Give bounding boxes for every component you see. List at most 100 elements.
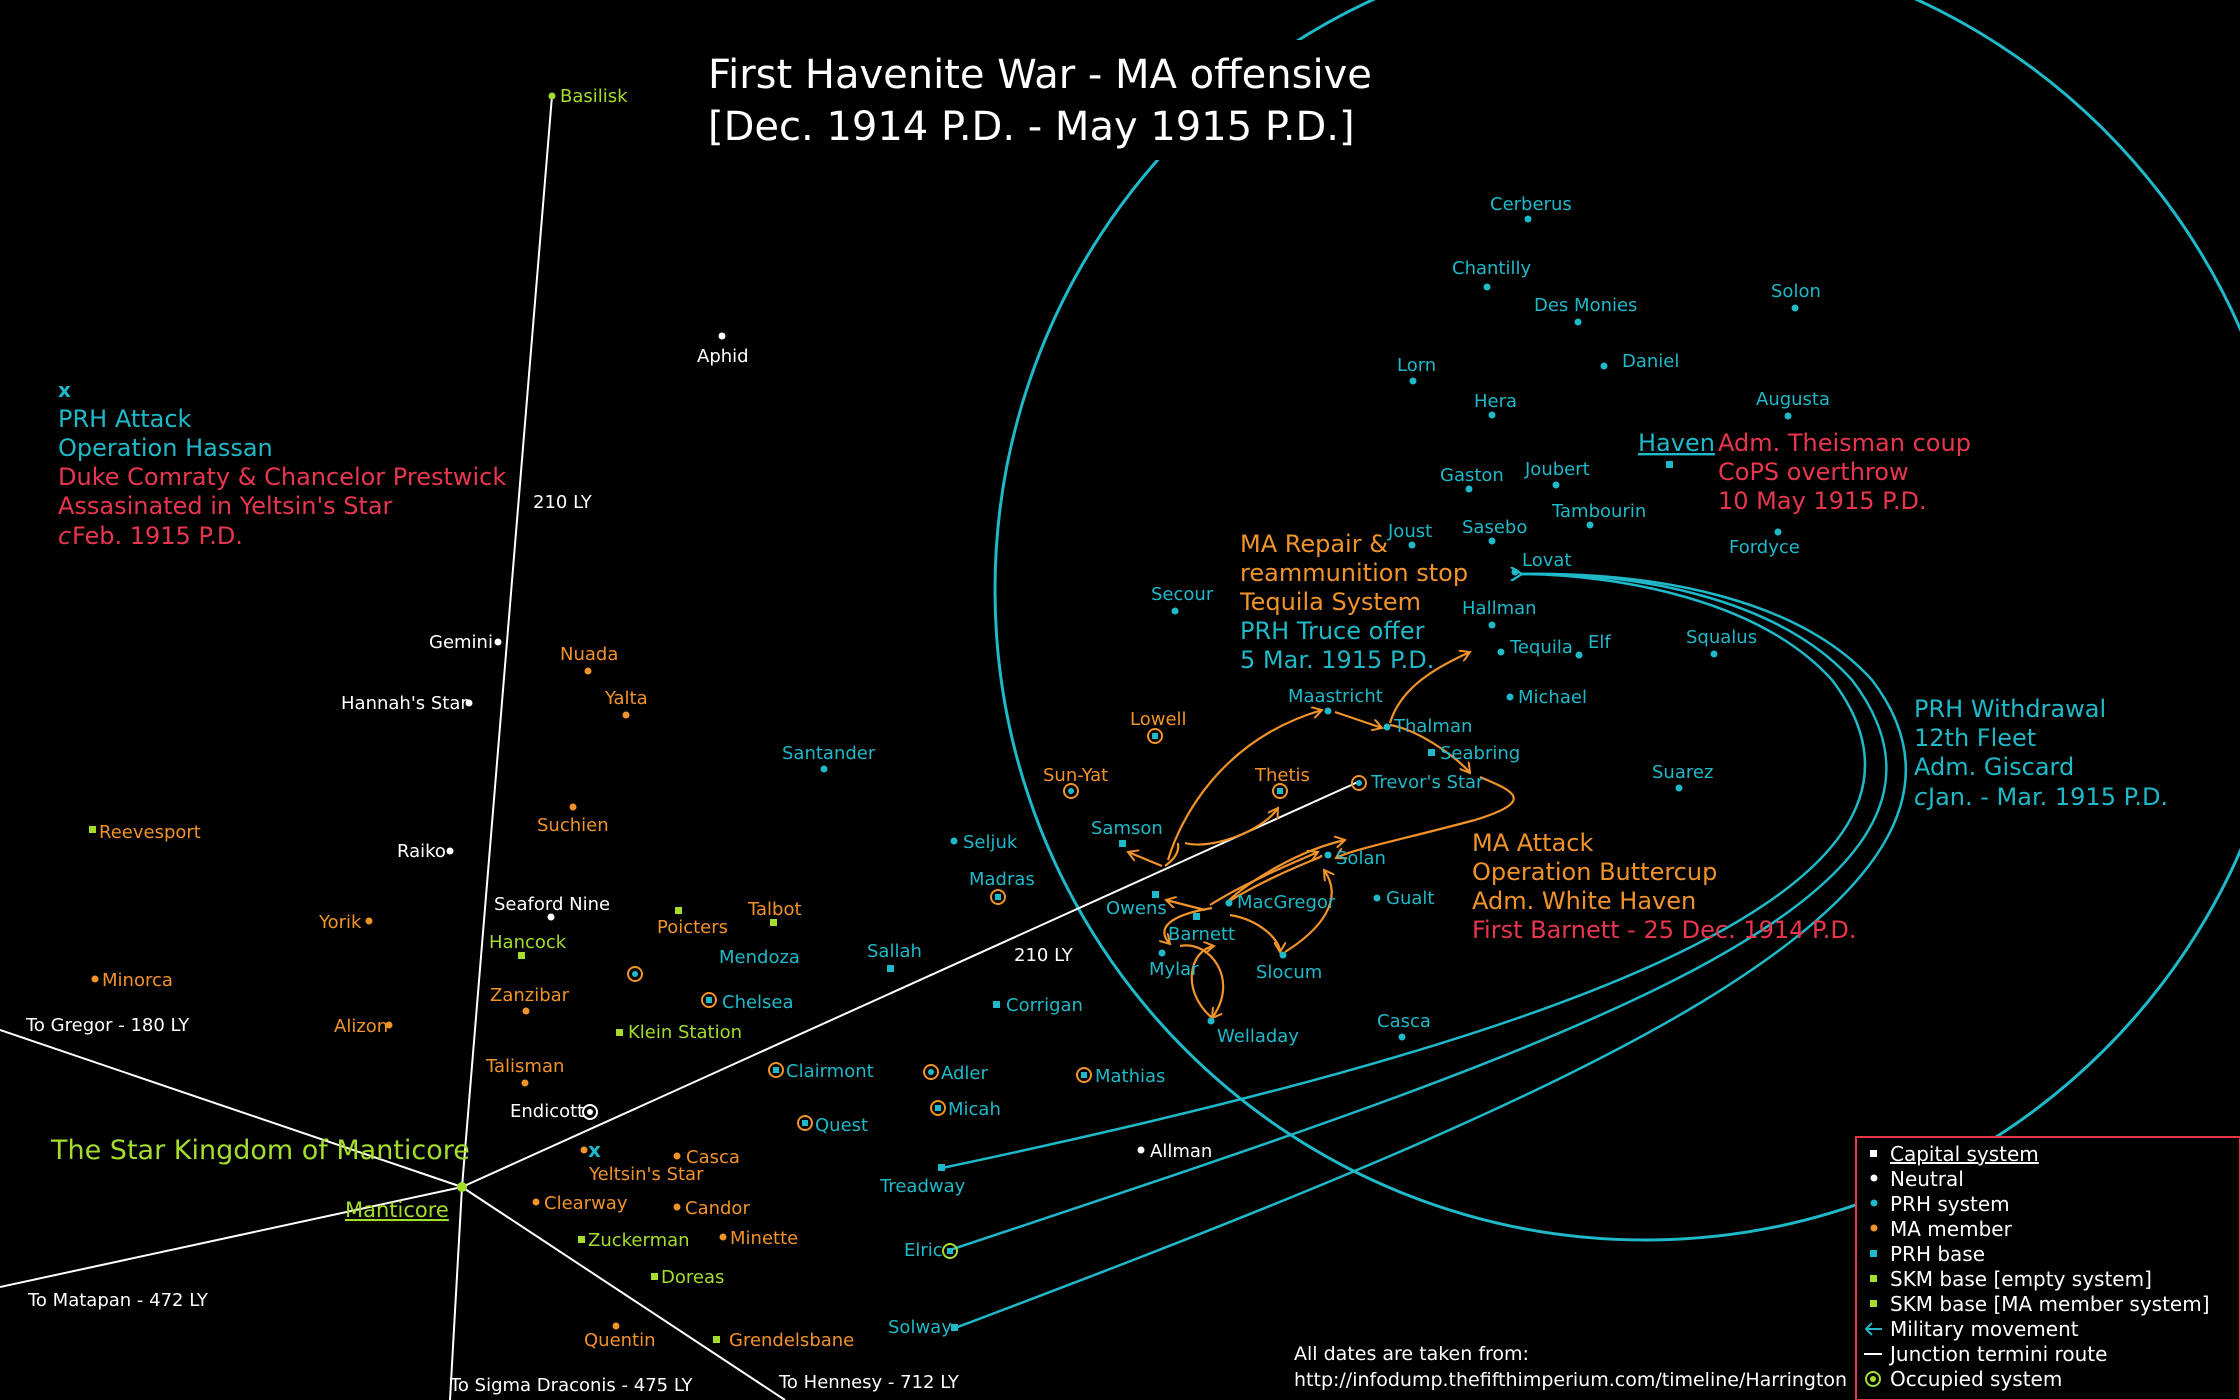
kingdom-label: The Star Kingdom of Manticore	[50, 1135, 470, 1166]
system-treadway: Treadway	[879, 1176, 966, 1197]
system-poicters: Poicters	[657, 917, 728, 938]
system-seaford-nine: Seaford Nine	[494, 894, 610, 915]
system-minorca: Minorca	[102, 970, 173, 991]
system-nuada: Nuada	[560, 644, 618, 665]
annotation-ma-repair: MA Repair & reammunition stop Tequila Sy…	[1239, 530, 1468, 674]
system-doreas: Doreas	[661, 1267, 724, 1288]
route-to-hennesy: To Hennesy - 712 LY	[778, 1372, 960, 1393]
prh-attack-l2: Operation Hassan	[58, 434, 273, 462]
system-santander: Santander	[782, 743, 876, 764]
system-talisman: Talisman	[485, 1056, 564, 1077]
capital-manticore: Manticore	[345, 1198, 449, 1222]
system-aphid: Aphid	[697, 346, 749, 367]
system-cerberus: Cerberus	[1490, 194, 1572, 215]
route-to-gregor: To Gregor - 180 LY	[25, 1015, 190, 1036]
system-micah: Micah	[948, 1099, 1001, 1120]
system-endicott: Endicott	[510, 1101, 584, 1122]
prh-withdrawal-arrows	[941, 574, 1908, 1330]
system-daniel: Daniel	[1622, 351, 1679, 372]
prh-withdrawal-l1: PRH Withdrawal	[1914, 695, 2106, 723]
prh-withdrawal-l3: Adm. Giscard	[1914, 753, 2074, 781]
system-sasebo: Sasebo	[1462, 517, 1527, 538]
system-lowell: Lowell	[1130, 709, 1187, 730]
system-hallman: Hallman	[1462, 598, 1537, 619]
legend-skm-empty: SKM base [empty system]	[1890, 1267, 2152, 1291]
legend-neutral: Neutral	[1890, 1167, 1964, 1191]
skm-bases	[89, 826, 777, 1343]
system-hancock: Hancock	[489, 932, 567, 953]
system-zuckerman: Zuckerman	[588, 1230, 690, 1251]
prh-boundary-circle	[993, 0, 2240, 1242]
system-clairmont: Clairmont	[786, 1061, 874, 1082]
system-minette: Minette	[730, 1228, 798, 1249]
system-seabring: Seabring	[1440, 743, 1520, 764]
system-madras: Madras	[969, 869, 1035, 890]
system-tequila: Tequila	[1509, 637, 1573, 658]
source-url: http://infodump.thefifthimperium.com/tim…	[1294, 1369, 1847, 1391]
system-chelsea: Chelsea	[722, 992, 794, 1013]
prh-withdrawal-l2: 12th Fleet	[1914, 724, 2036, 752]
capital-haven: Haven	[1638, 429, 1715, 457]
system-yalta: Yalta	[604, 688, 648, 709]
system-talbot: Talbot	[747, 899, 802, 920]
system-yeltsins-star: Yeltsin's Star	[588, 1164, 704, 1185]
system-mathias: Mathias	[1095, 1066, 1165, 1087]
system-joust: Joust	[1387, 521, 1432, 542]
system-barnett: Barnett	[1168, 924, 1235, 945]
prh-withdrawal-l4: Jan. - Mar. 1915 P.D.	[1926, 783, 2168, 811]
system-solon: Solon	[1771, 281, 1821, 302]
system-slocum: Slocum	[1256, 962, 1322, 983]
system-suarez: Suarez	[1652, 762, 1713, 783]
system-michael: Michael	[1518, 687, 1587, 708]
junction-routes	[0, 95, 1359, 1400]
system-trevors-star: Trevor's Star	[1370, 772, 1484, 793]
system-secour: Secour	[1151, 584, 1214, 605]
system-maastricht: Maastricht	[1288, 686, 1383, 707]
attack-marker-yeltsin: x	[588, 1138, 601, 1162]
system-mylar: Mylar	[1149, 959, 1199, 980]
system-tambourin: Tambourin	[1551, 501, 1646, 522]
ma-repair-l2: reammunition stop	[1240, 559, 1468, 587]
prh-attack-l5-prefix: c	[58, 522, 71, 550]
system-hannahs-star: Hannah's Star	[341, 693, 468, 714]
system-thalman: Thalman	[1393, 716, 1472, 737]
map-title-line2: [Dec. 1914 P.D. - May 1915 P.D.]	[708, 104, 1355, 150]
prh-withdrawal-l4-prefix: c	[1914, 783, 1927, 811]
ma-attack-l4: First Barnett - 25 Dec. 1914 P.D.	[1472, 916, 1857, 944]
system-solway: Solway	[888, 1317, 952, 1338]
system-welladay: Welladay	[1217, 1026, 1299, 1047]
legend-prh-system: PRH system	[1890, 1192, 2010, 1216]
annotation-prh-attack: x PRH Attack Operation Hassan Duke Comra…	[58, 378, 506, 550]
system-adler: Adler	[941, 1063, 988, 1084]
system-alizon: Alizon	[334, 1016, 388, 1037]
route-to-sigma-draconis: To Sigma Draconis - 475 LY	[449, 1375, 693, 1396]
distance-basilisk: 210 LY	[533, 492, 593, 513]
legend-capital: Capital system	[1890, 1142, 2039, 1166]
system-sallah: Sallah	[867, 941, 922, 962]
legend-ma-member: MA member	[1890, 1217, 2013, 1241]
system-quest: Quest	[815, 1115, 868, 1136]
system-candor: Candor	[685, 1198, 750, 1219]
system-joubert: Joubert	[1524, 459, 1590, 480]
system-allman: Allman	[1150, 1141, 1212, 1162]
annotation-ma-attack: MA Attack Operation Buttercup Adm. White…	[1472, 829, 1857, 944]
system-thetis: Thetis	[1254, 765, 1310, 786]
system-clearway: Clearway	[544, 1193, 628, 1214]
system-yorik: Yorik	[318, 912, 362, 933]
ma-member-systems: Nuada Yalta Suchien Yorik Minorca Alizon…	[91, 644, 1310, 1351]
haven-coup-l1: Adm. Theisman coup	[1718, 429, 1971, 457]
prh-attack-l1: PRH Attack	[58, 405, 192, 433]
distance-trevor: 210 LY	[1014, 945, 1074, 966]
system-owens: Owens	[1106, 898, 1167, 919]
ma-attack-l1: MA Attack	[1472, 829, 1593, 857]
system-elf: Elf	[1588, 632, 1611, 653]
system-mendoza: Mendoza	[719, 947, 800, 968]
ma-repair-l3: Tequila System	[1239, 588, 1421, 616]
ma-attack-l2: Operation Buttercup	[1472, 858, 1717, 886]
system-casca-prh: Casca	[1377, 1011, 1431, 1032]
neutral-systems: Basilisk Aphid Gemini Hannah's Star Raik…	[341, 86, 1212, 1162]
system-gemini: Gemini	[429, 632, 493, 653]
system-des-monies: Des Monies	[1534, 295, 1637, 316]
annotation-prh-withdrawal: PRH Withdrawal 12th Fleet Adm. Giscard c…	[1914, 695, 2168, 811]
